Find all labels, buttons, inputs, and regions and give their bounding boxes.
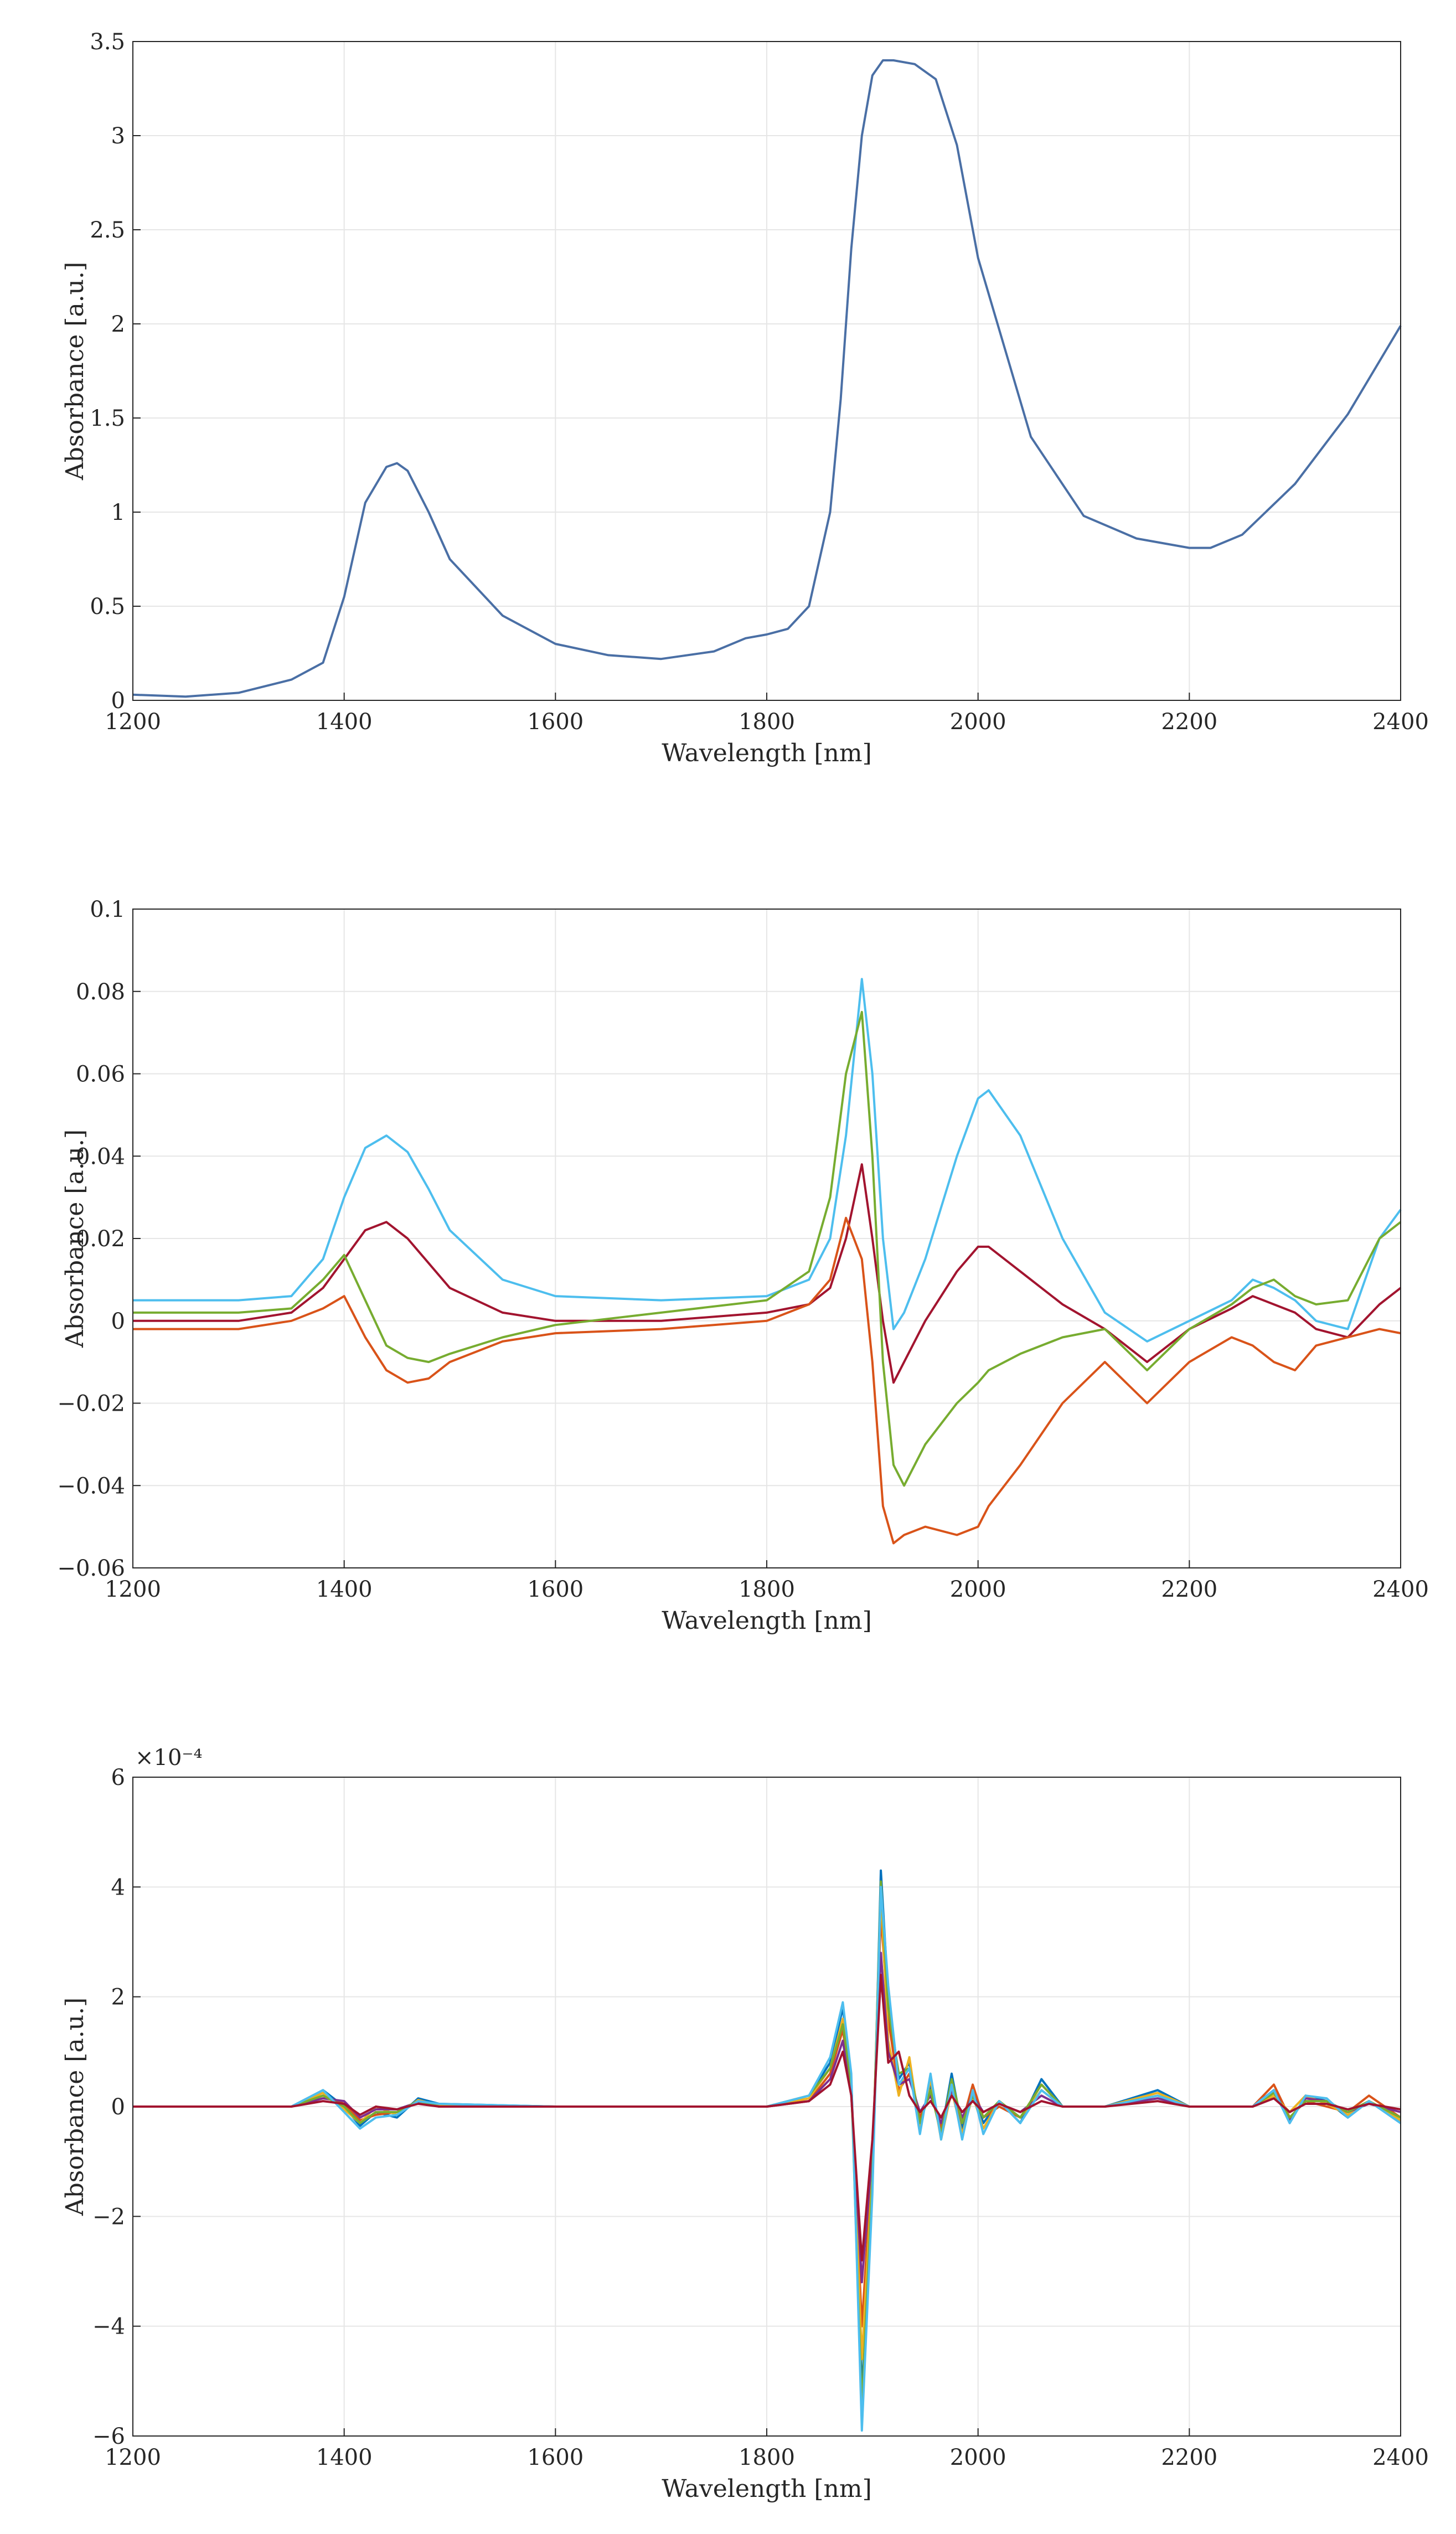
x-tick-label: 1400	[316, 1577, 373, 1602]
x-tick-label: 1400	[316, 709, 373, 735]
y-tick-label: 3.5	[90, 29, 125, 55]
y-tick-label: 0	[111, 1309, 125, 1334]
y-tick-label: −0.02	[57, 1391, 125, 1417]
y-tick-label: 0.1	[90, 897, 125, 922]
x-tick-label: 1200	[105, 709, 161, 735]
series-line-1	[133, 978, 1402, 1343]
y-tick-label: 0.04	[76, 1144, 125, 1169]
axes-frame	[132, 1777, 1401, 2437]
x-tick-label: 1600	[527, 709, 584, 735]
y-tick-label: 0	[111, 2094, 125, 2120]
x-tick-label: 2400	[1372, 709, 1429, 735]
x-axis-label: Wavelength [nm]	[662, 1607, 872, 1635]
y-tick-label: 0.06	[76, 1062, 125, 1087]
y-tick-label: −2	[92, 2204, 125, 2229]
x-axis-label: Wavelength [nm]	[662, 2475, 872, 2503]
axes-frame	[132, 909, 1401, 1568]
y-tick-label: −4	[92, 2314, 125, 2340]
y-tick-label: 0.08	[76, 979, 125, 1005]
x-tick-label: 1600	[527, 1577, 584, 1602]
y-axis-label: Absorbance [a.u.]	[61, 1129, 89, 1348]
axis-exponent-label: ×10⁻⁴	[135, 1745, 203, 1771]
y-tick-label: 3	[111, 123, 125, 149]
x-tick-label: 2400	[1372, 2445, 1429, 2470]
y-tick-label: 1.5	[90, 406, 125, 431]
x-tick-label: 2200	[1161, 1577, 1217, 1602]
y-tick-label: −0.06	[57, 1556, 125, 1581]
y-tick-label: −6	[92, 2424, 125, 2449]
y-tick-label: 0.5	[90, 594, 125, 620]
x-tick-label: 2400	[1372, 1577, 1429, 1602]
y-tick-label: 4	[111, 1875, 125, 1900]
chart-panel-1: 1200 1400 1600 1800 2000 2200 2400 0 0.5 1 1.5 2 2.5…	[61, 29, 1429, 767]
x-tick-label: 2000	[950, 2445, 1006, 2470]
y-tick-label: 0	[111, 688, 125, 714]
x-tick-label: 2000	[950, 1577, 1006, 1602]
axes-frame	[132, 41, 1401, 701]
series-line-1	[132, 59, 1402, 698]
y-tick-label: 6	[111, 1765, 125, 1790]
y-tick-label: 2	[111, 312, 125, 337]
x-tick-label: 2000	[950, 709, 1006, 735]
x-tick-label: 2200	[1161, 709, 1217, 735]
y-tick-label: 0.02	[76, 1226, 125, 1252]
series-line-2	[133, 1163, 1402, 1384]
chart-panel-3: 1200 1400 1600 1800 2000 2200 2400 −6 −4 −2 0 2 4 6 Wa…	[61, 1745, 1429, 2503]
x-tick-label: 2200	[1161, 2445, 1217, 2470]
x-tick-label: 1200	[105, 1577, 161, 1602]
y-tick-label: 1	[111, 500, 125, 525]
chart-panel-2: 1200 1400 1600 1800 2000 2200 2400 −0.06 −0.04 −0…	[57, 897, 1428, 1635]
x-tick-label: 1200	[105, 2445, 161, 2470]
y-tick-label: 2	[111, 1985, 125, 2010]
x-tick-label: 1800	[739, 2445, 795, 2470]
x-axis-label: Wavelength [nm]	[662, 739, 872, 767]
y-axis-label: Absorbance [a.u.]	[61, 1998, 89, 2216]
x-tick-label: 1800	[739, 709, 795, 735]
x-tick-label: 1800	[739, 1577, 795, 1602]
series-line-3	[133, 1010, 1402, 1487]
y-tick-label: −0.04	[57, 1473, 125, 1499]
x-tick-label: 1600	[527, 2445, 584, 2470]
series-line-4	[133, 1216, 1401, 1545]
y-axis-label: Absorbance [a.u.]	[61, 262, 89, 481]
series-line-7	[133, 1974, 1401, 2262]
x-tick-label: 1400	[316, 2445, 373, 2470]
y-tick-label: 2.5	[90, 218, 125, 243]
